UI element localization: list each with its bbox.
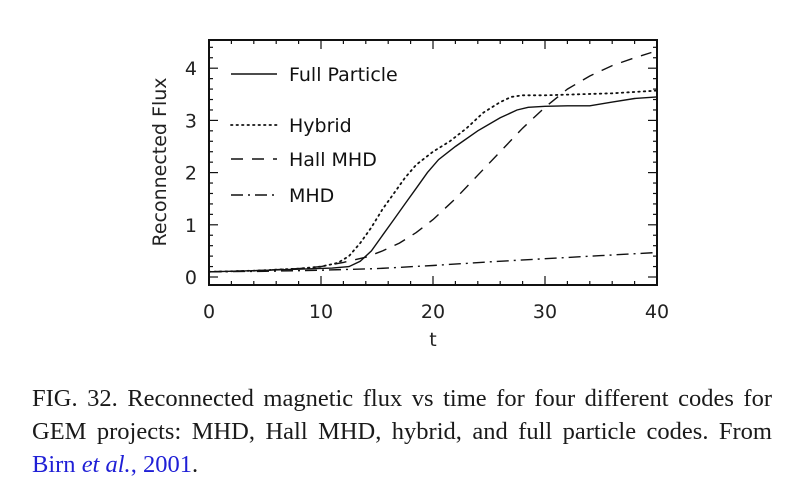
legend-label: MHD (289, 185, 334, 207)
y-tick-label: 3 (185, 110, 197, 132)
series-line-mhd (208, 251, 658, 273)
series-lines (208, 51, 658, 273)
x-axis-title: t (429, 329, 436, 351)
legend-label: Full Particle (289, 64, 398, 86)
axis-ticks (208, 40, 658, 285)
figure-caption: FIG. 32. Reconnected magnetic flux vs ti… (32, 382, 772, 481)
y-tick-label: 2 (185, 163, 197, 185)
citation-year: , 2001 (130, 451, 192, 478)
y-axis-title: Reconnected Flux (149, 77, 171, 246)
x-tick-label: 20 (421, 301, 445, 323)
y-tick-label: 1 (185, 215, 197, 237)
x-tick-label: 10 (309, 301, 333, 323)
legend-label: Hall MHD (289, 149, 377, 171)
x-tick-labels: 0 10 20 30 40 (203, 301, 669, 323)
series-line-full-particle (208, 96, 658, 273)
legend-label: Hybrid (289, 115, 352, 137)
series-line-hall-mhd (208, 51, 652, 273)
series-line-hybrid (208, 89, 658, 273)
y-tick-label: 4 (185, 58, 197, 80)
citation-link[interactable]: Birn et al., 2001 (32, 451, 192, 478)
x-tick-label: 40 (645, 301, 669, 323)
citation-author: Birn (32, 451, 82, 478)
flux-chart: 0 10 20 30 40 0 1 2 3 4 t Reconnected Flux Full … (149, 39, 669, 351)
citation-etal: et al. (81, 451, 131, 478)
x-tick-label: 0 (203, 301, 215, 323)
y-tick-labels: 0 1 2 3 4 (185, 58, 197, 289)
legend: Full Particle Hybrid Hall MHD MHD (230, 64, 398, 207)
y-tick-label: 0 (185, 267, 197, 289)
caption-text: FIG. 32. Reconnected magnetic flux vs ti… (32, 385, 772, 445)
x-tick-label: 30 (533, 301, 557, 323)
caption-end: . (191, 451, 199, 478)
